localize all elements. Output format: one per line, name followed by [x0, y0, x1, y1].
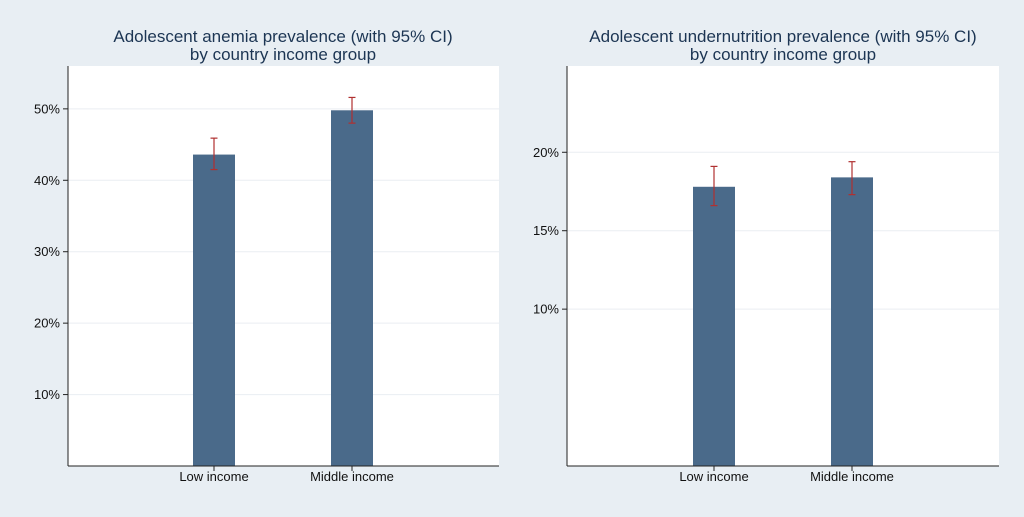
anemia-y-tick-label: 40%	[34, 173, 60, 188]
undernutrition-y-tick-label: 15%	[533, 223, 559, 238]
anemia-bar-middle-income	[331, 110, 373, 467]
undernutrition-chart-title: Adolescent undernutrition prevalence (wi…	[589, 27, 976, 46]
undernutrition-bar-low-income	[693, 186, 735, 467]
anemia-y-tick-label: 10%	[34, 387, 60, 402]
anemia-y-tick-label: 20%	[34, 316, 60, 331]
undernutrition-y-tick-label: 20%	[533, 145, 559, 160]
undernutrition-plot-area	[567, 66, 999, 466]
anemia-plot-area	[68, 66, 499, 466]
anemia-chart-panel: Adolescent anemia prevalence (with 95% C…	[34, 27, 499, 484]
anemia-y-tick-label: 50%	[34, 101, 60, 116]
undernutrition-x-tick-label: Middle income	[810, 469, 894, 484]
anemia-y-tick-label: 30%	[34, 244, 60, 259]
undernutrition-chart-panel: Adolescent undernutrition prevalence (wi…	[533, 27, 999, 484]
anemia-chart-title: Adolescent anemia prevalence (with 95% C…	[113, 27, 452, 46]
anemia-chart-subtitle: by country income group	[190, 45, 376, 64]
anemia-x-tick-label: Middle income	[310, 469, 394, 484]
undernutrition-bar-middle-income	[831, 177, 873, 466]
undernutrition-chart-subtitle: by country income group	[690, 45, 876, 64]
anemia-x-tick-label: Low income	[179, 469, 248, 484]
undernutrition-y-tick-label: 10%	[533, 302, 559, 317]
undernutrition-x-tick-label: Low income	[679, 469, 748, 484]
anemia-bar-low-income	[193, 154, 235, 467]
